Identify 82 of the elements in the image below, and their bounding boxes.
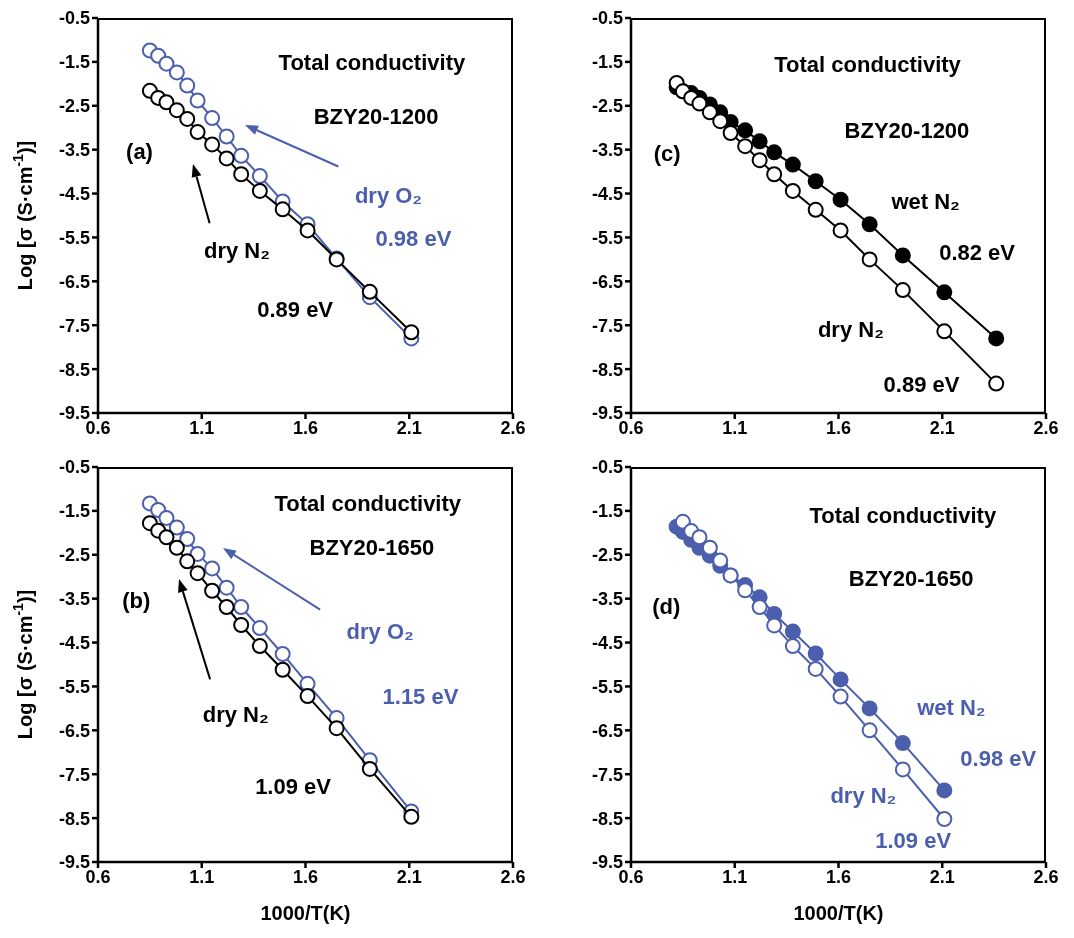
y-tick-label: -1.5 xyxy=(591,501,623,522)
y-tick-label: -3.5 xyxy=(58,589,90,610)
y-tick-label: -1.5 xyxy=(58,501,90,522)
y-tick-label: -2.5 xyxy=(591,96,623,117)
y-tick-label: -8.5 xyxy=(591,359,623,380)
annotation: 1.15 eV xyxy=(382,683,459,710)
annotation: 0.89 eV xyxy=(257,297,334,324)
legend-label: dry N₂ xyxy=(204,238,271,265)
y-tick-label: -2.5 xyxy=(58,545,90,566)
text: BZY20-1650 xyxy=(309,534,435,561)
y-tick-label: -3.5 xyxy=(58,140,90,161)
text: Total conductivity xyxy=(274,490,462,517)
text: BZY20-1650 xyxy=(848,565,974,592)
y-tick-label: -4.5 xyxy=(58,632,90,653)
annotation: (d) xyxy=(652,593,681,620)
y-tick-label: -3.5 xyxy=(591,140,623,161)
y-tick-label: -1.5 xyxy=(58,52,90,73)
series-label: dry O₂ xyxy=(354,182,423,209)
text: dry O₂ xyxy=(346,619,414,646)
x-tick-label: 1.1 xyxy=(722,866,748,887)
y-tick-label: -5.5 xyxy=(58,676,90,697)
x-axis-title: 1000/T(K) xyxy=(260,902,351,924)
y-tick-label: -8.5 xyxy=(591,808,623,829)
x-tick-label: 1.1 xyxy=(189,866,215,887)
series-label: wet N₂ xyxy=(891,189,960,216)
annotation: 1.09 eV xyxy=(875,828,952,855)
y-tick-label: -5.5 xyxy=(591,676,623,697)
series-label: dry N₂ xyxy=(830,782,897,809)
x-tick-label: 2.6 xyxy=(1033,417,1059,438)
x-tick-label: 1.6 xyxy=(292,417,319,438)
series-label: dry N₂ xyxy=(202,701,269,728)
y-tick-label: -8.5 xyxy=(58,359,90,380)
y-tick-label: -4.5 xyxy=(58,183,90,204)
y-tick-label: -7.5 xyxy=(591,315,623,336)
text: Total conductivity xyxy=(809,502,997,529)
annotation: 0.98 eV xyxy=(960,746,1037,773)
x-tick-label: 2.6 xyxy=(500,866,526,887)
y-tick-label: -8.5 xyxy=(58,808,90,829)
y-tick-label: -6.5 xyxy=(58,271,90,292)
y-tick-label: -0.5 xyxy=(58,8,90,29)
y-tick-label: -6.5 xyxy=(591,720,623,741)
x-tick-label: 1.6 xyxy=(292,866,319,887)
text: Total conductivity xyxy=(774,52,961,79)
y-tick-label: -1.5 xyxy=(591,52,623,73)
annotation: (c) xyxy=(653,140,681,167)
y-tick-label: -0.5 xyxy=(58,457,90,478)
x-tick-label: 2.1 xyxy=(929,417,955,438)
x-tick-label: 2.1 xyxy=(396,417,422,438)
y-tick-label: -3.5 xyxy=(591,589,623,610)
y-tick-label: -2.5 xyxy=(58,96,90,117)
x-tick-label: 1.6 xyxy=(825,417,852,438)
y-tick-label: -5.5 xyxy=(591,227,623,248)
text: Total conductivity xyxy=(278,50,466,77)
annotation: 1.09 eV xyxy=(255,773,331,800)
y-tick-label: -7.5 xyxy=(58,764,90,785)
y-tick-label: -2.5 xyxy=(591,545,623,566)
x-tick-label: 2.1 xyxy=(929,866,955,887)
x-tick-label: 1.6 xyxy=(825,866,852,887)
annotation: 0.82 eV xyxy=(939,240,1016,267)
x-tick-label: 2.6 xyxy=(500,417,526,438)
y-tick-label: -0.5 xyxy=(591,8,623,29)
annotation: (b) xyxy=(122,587,151,614)
x-tick-label: 1.1 xyxy=(189,417,215,438)
y-tick-label: -6.5 xyxy=(591,271,623,292)
x-axis-title: 1000/T(K) xyxy=(793,902,884,924)
x-tick-label: 2.6 xyxy=(1033,866,1059,887)
y-tick-label: -4.5 xyxy=(591,183,623,204)
y-tick-label: -5.5 xyxy=(58,227,90,248)
text: BZY20-1200 xyxy=(844,117,970,144)
annotation: (a) xyxy=(126,139,153,166)
x-tick-label: 2.1 xyxy=(396,866,422,887)
y-tick-label: -7.5 xyxy=(58,315,90,336)
annotation: 0.98 eV xyxy=(375,226,452,253)
y-tick-label: -4.5 xyxy=(591,632,623,653)
series-label: wet N₂ xyxy=(917,694,986,721)
series-label: dry N₂ xyxy=(817,317,884,344)
y-tick-label: -7.5 xyxy=(591,764,623,785)
annotation: 0.89 eV xyxy=(883,372,960,399)
text: BZY20-1200 xyxy=(313,103,439,130)
y-tick-label: -6.5 xyxy=(58,720,90,741)
y-tick-label: -0.5 xyxy=(591,457,623,478)
x-tick-label: 1.1 xyxy=(722,417,748,438)
